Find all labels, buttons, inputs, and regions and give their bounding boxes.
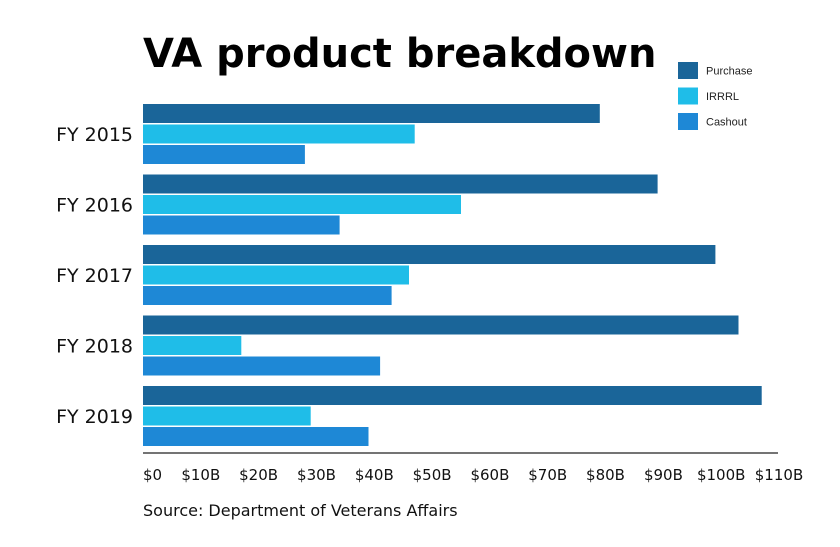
- category-label-fy-2016: FY 2016: [56, 195, 133, 217]
- bar-irrrl-fy-2017: [143, 265, 409, 285]
- bar-cashout-fy-2019: [143, 427, 369, 446]
- bars: [143, 104, 762, 446]
- bar-purchase-fy-2016: [143, 174, 658, 194]
- x-tick-label-110b: $110B: [755, 466, 803, 484]
- bar-purchase-fy-2017: [143, 245, 716, 264]
- bar-irrrl-fy-2016: [143, 195, 461, 214]
- category-label-fy-2018: FY 2018: [56, 336, 133, 358]
- legend-swatch-cashout: [678, 113, 698, 130]
- x-tick-label-0: $0: [143, 466, 162, 484]
- x-tick-label-80b: $80B: [586, 466, 625, 484]
- category-label-fy-2017: FY 2017: [56, 265, 133, 287]
- x-tick-label-100b: $100B: [697, 466, 745, 484]
- category-label-fy-2019: FY 2019: [56, 406, 133, 428]
- legend-label-purchase: Purchase: [706, 66, 752, 78]
- bar-purchase-fy-2018: [143, 315, 739, 335]
- legend-label-cashout: Cashout: [706, 117, 747, 129]
- x-tick-label-50b: $50B: [413, 466, 452, 484]
- x-tick-label-20b: $20B: [239, 466, 278, 484]
- x-tick-label-30b: $30B: [297, 466, 336, 484]
- x-tick-labels: $0 $10B $20B $30B $40B $50B $60B $70B $80B $90B $1…: [143, 466, 803, 484]
- bar-cashout-fy-2017: [143, 286, 392, 305]
- bar-irrrl-fy-2018: [143, 336, 242, 355]
- legend: Purchase IRRRL Cashout: [678, 62, 752, 130]
- bar-irrrl-fy-2019: [143, 406, 311, 426]
- x-tick-label-70b: $70B: [528, 466, 567, 484]
- category-label-fy-2015: FY 2015: [56, 124, 133, 146]
- x-tick-label-90b: $90B: [644, 466, 683, 484]
- x-tick-label-60b: $60B: [470, 466, 509, 484]
- x-tick-label-40b: $40B: [355, 466, 394, 484]
- bar-purchase-fy-2015: [143, 104, 600, 123]
- bar-cashout-fy-2015: [143, 145, 305, 164]
- bar-cashout-fy-2018: [143, 356, 381, 376]
- source-note: Source: Department of Veterans Affairs: [143, 501, 458, 520]
- bar-cashout-fy-2016: [143, 215, 340, 235]
- legend-swatch-irrrl: [678, 87, 698, 105]
- legend-label-irrrl: IRRRL: [706, 91, 739, 103]
- chart-title: VA product breakdown: [143, 31, 656, 77]
- x-tick-label-10b: $10B: [181, 466, 220, 484]
- legend-swatch-purchase: [678, 62, 698, 79]
- bar-irrrl-fy-2015: [143, 124, 415, 144]
- category-labels: FY 2015 FY 2016 FY 2017 FY 2018 FY 2019: [56, 124, 133, 428]
- bar-purchase-fy-2019: [143, 386, 762, 405]
